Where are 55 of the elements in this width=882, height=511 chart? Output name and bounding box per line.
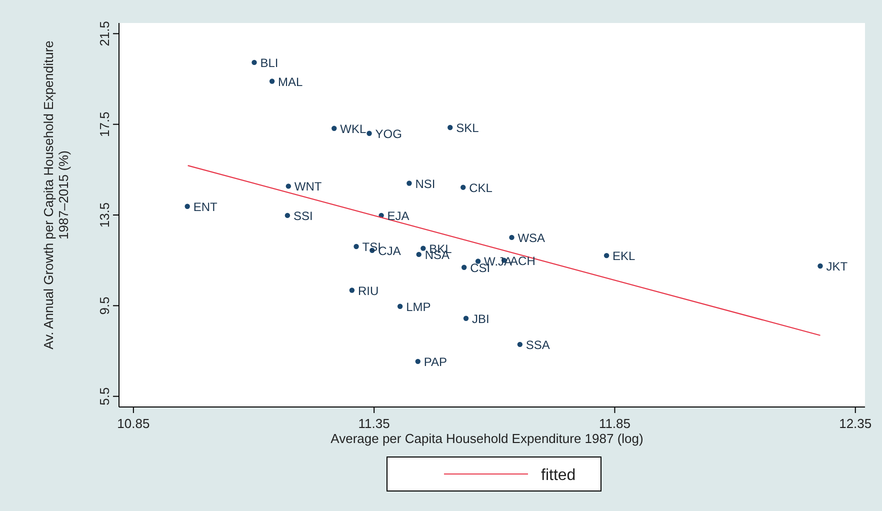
annotation: EJA [387,208,410,223]
y-tick-label: 13.5 [97,202,112,228]
point [184,204,190,209]
point [517,342,523,348]
point [448,124,453,130]
point [416,252,422,258]
annotation: CJA [378,244,401,258]
x-tick-label: 11.85 [598,416,631,431]
point [284,212,290,218]
y-tick-label: 21.5 [97,21,112,46]
point [415,358,420,364]
annotation: BLI [260,56,278,70]
x-axis-title: Average per Capita Household Expenditure 1987 (log) [330,431,644,446]
point [349,288,355,293]
point [475,258,481,264]
text: fitted [541,467,576,484]
annotation: YOG [375,126,402,141]
point [332,126,337,132]
annotation: EKL [612,249,636,264]
annotation: ENT [193,200,218,214]
point [463,316,469,321]
point [509,234,514,240]
annotation: MAL [278,74,304,89]
point [818,263,823,269]
y-tick-label: 9.5 [97,296,112,315]
x-tick-label: 10.85 [117,416,150,431]
annotation: SSA [526,338,550,352]
point [252,60,257,66]
y-axis-title: Av. Annual Growth per Capita Household Expenditure 1987–2015 (%) [41,40,71,350]
annotation: LMP [406,300,431,314]
point [461,264,467,270]
annotation: RIU [358,284,379,298]
point [397,304,403,309]
point [460,184,466,190]
point [269,78,275,84]
y-tick-label: 17.5 [97,112,112,137]
annotation: JBI [472,312,490,326]
point [286,184,292,189]
y-tick-label: 5.5 [97,387,112,406]
annotation: JKT [826,260,848,274]
point [366,130,372,136]
point [406,180,412,186]
x-tick-label: 11.35 [358,416,390,431]
annotation: NSI [415,176,436,191]
annotation: WSA [518,230,546,245]
annotation: SSI [293,208,313,223]
annotation: CKL [469,180,493,195]
annotation: SKL [456,121,480,135]
point [420,246,426,251]
x-tick-label: 12.35 [839,416,872,431]
annotation: PAP [424,354,448,369]
point [354,244,359,250]
annotation: WNT [294,180,322,194]
point [604,252,610,258]
annotation: WKL [340,122,366,136]
